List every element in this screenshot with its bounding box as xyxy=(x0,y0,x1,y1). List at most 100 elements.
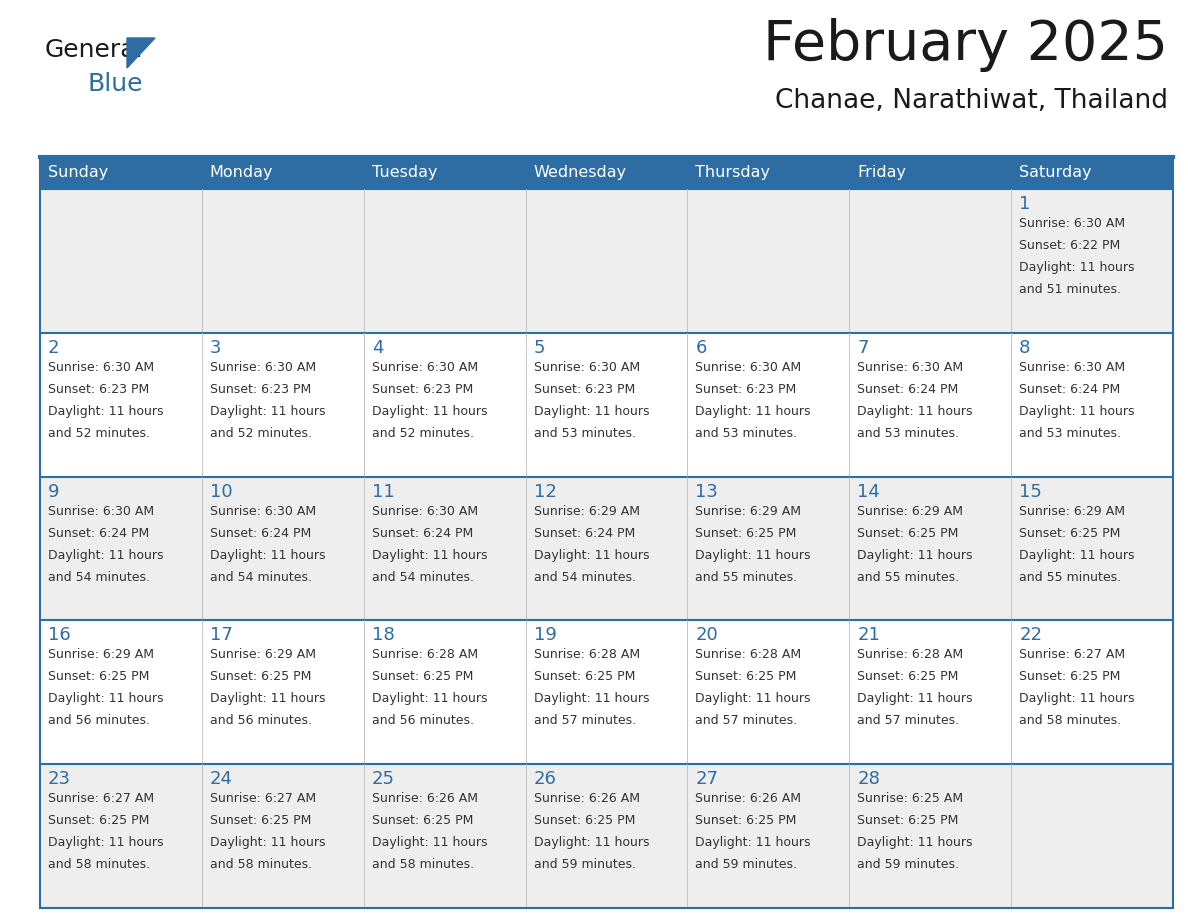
Text: Sunrise: 6:29 AM: Sunrise: 6:29 AM xyxy=(1019,505,1125,518)
Text: Sunrise: 6:26 AM: Sunrise: 6:26 AM xyxy=(533,792,639,805)
Text: Sunrise: 6:28 AM: Sunrise: 6:28 AM xyxy=(372,648,478,661)
Bar xyxy=(40,157,1173,189)
Text: Sunrise: 6:29 AM: Sunrise: 6:29 AM xyxy=(48,648,154,661)
Text: and 56 minutes.: and 56 minutes. xyxy=(210,714,312,727)
Text: Sunrise: 6:30 AM: Sunrise: 6:30 AM xyxy=(48,505,154,518)
Text: Daylight: 11 hours: Daylight: 11 hours xyxy=(210,692,326,705)
Text: Sunset: 6:24 PM: Sunset: 6:24 PM xyxy=(1019,383,1120,396)
Text: Daylight: 11 hours: Daylight: 11 hours xyxy=(695,836,811,849)
Text: Daylight: 11 hours: Daylight: 11 hours xyxy=(858,405,973,418)
Text: Sunset: 6:23 PM: Sunset: 6:23 PM xyxy=(372,383,473,396)
Bar xyxy=(40,189,1173,333)
Text: 2: 2 xyxy=(48,339,59,357)
Text: Sunrise: 6:30 AM: Sunrise: 6:30 AM xyxy=(372,505,478,518)
Text: Daylight: 11 hours: Daylight: 11 hours xyxy=(210,836,326,849)
Text: Daylight: 11 hours: Daylight: 11 hours xyxy=(210,405,326,418)
Text: Daylight: 11 hours: Daylight: 11 hours xyxy=(48,549,164,562)
Text: 4: 4 xyxy=(372,339,384,357)
Text: Tuesday: Tuesday xyxy=(372,165,437,181)
Text: Daylight: 11 hours: Daylight: 11 hours xyxy=(858,549,973,562)
Text: Daylight: 11 hours: Daylight: 11 hours xyxy=(533,692,649,705)
Text: Blue: Blue xyxy=(87,72,143,96)
Text: Wednesday: Wednesday xyxy=(533,165,627,181)
Text: Daylight: 11 hours: Daylight: 11 hours xyxy=(858,692,973,705)
Text: Sunrise: 6:28 AM: Sunrise: 6:28 AM xyxy=(695,648,802,661)
Text: 12: 12 xyxy=(533,483,556,500)
Text: Friday: Friday xyxy=(858,165,906,181)
Text: Sunrise: 6:30 AM: Sunrise: 6:30 AM xyxy=(1019,361,1125,374)
Text: Daylight: 11 hours: Daylight: 11 hours xyxy=(372,836,487,849)
Text: and 58 minutes.: and 58 minutes. xyxy=(1019,714,1121,727)
Text: Sunset: 6:25 PM: Sunset: 6:25 PM xyxy=(695,527,797,540)
Text: Daylight: 11 hours: Daylight: 11 hours xyxy=(1019,405,1135,418)
Text: and 56 minutes.: and 56 minutes. xyxy=(48,714,150,727)
Text: and 54 minutes.: and 54 minutes. xyxy=(48,571,150,584)
Bar xyxy=(40,764,1173,908)
Polygon shape xyxy=(127,38,154,68)
Text: General: General xyxy=(45,38,144,62)
Text: 22: 22 xyxy=(1019,626,1042,644)
Text: 7: 7 xyxy=(858,339,868,357)
Text: 21: 21 xyxy=(858,626,880,644)
Text: Daylight: 11 hours: Daylight: 11 hours xyxy=(533,549,649,562)
Text: and 55 minutes.: and 55 minutes. xyxy=(858,571,960,584)
Text: Sunset: 6:23 PM: Sunset: 6:23 PM xyxy=(695,383,797,396)
Text: Sunrise: 6:30 AM: Sunrise: 6:30 AM xyxy=(210,505,316,518)
Text: 18: 18 xyxy=(372,626,394,644)
Text: and 59 minutes.: and 59 minutes. xyxy=(858,858,959,871)
Text: and 55 minutes.: and 55 minutes. xyxy=(695,571,797,584)
Text: and 58 minutes.: and 58 minutes. xyxy=(48,858,150,871)
Text: Sunset: 6:24 PM: Sunset: 6:24 PM xyxy=(372,527,473,540)
Bar xyxy=(40,621,1173,764)
Text: 3: 3 xyxy=(210,339,221,357)
Text: and 56 minutes.: and 56 minutes. xyxy=(372,714,474,727)
Text: Monday: Monday xyxy=(210,165,273,181)
Text: Chanae, Narathiwat, Thailand: Chanae, Narathiwat, Thailand xyxy=(775,88,1168,114)
Text: Sunrise: 6:29 AM: Sunrise: 6:29 AM xyxy=(210,648,316,661)
Text: Sunset: 6:24 PM: Sunset: 6:24 PM xyxy=(48,527,150,540)
Text: Daylight: 11 hours: Daylight: 11 hours xyxy=(1019,261,1135,274)
Text: Sunset: 6:25 PM: Sunset: 6:25 PM xyxy=(858,814,959,827)
Text: 26: 26 xyxy=(533,770,556,789)
Text: and 55 minutes.: and 55 minutes. xyxy=(1019,571,1121,584)
Text: and 52 minutes.: and 52 minutes. xyxy=(372,427,474,440)
Text: and 54 minutes.: and 54 minutes. xyxy=(372,571,474,584)
Text: Sunset: 6:25 PM: Sunset: 6:25 PM xyxy=(695,814,797,827)
Text: and 53 minutes.: and 53 minutes. xyxy=(533,427,636,440)
Text: 27: 27 xyxy=(695,770,719,789)
Text: and 51 minutes.: and 51 minutes. xyxy=(1019,283,1121,296)
Text: Daylight: 11 hours: Daylight: 11 hours xyxy=(48,405,164,418)
Text: 19: 19 xyxy=(533,626,556,644)
Text: Sunrise: 6:29 AM: Sunrise: 6:29 AM xyxy=(858,505,963,518)
Text: Daylight: 11 hours: Daylight: 11 hours xyxy=(1019,549,1135,562)
Text: 14: 14 xyxy=(858,483,880,500)
Text: 17: 17 xyxy=(210,626,233,644)
Text: Sunset: 6:25 PM: Sunset: 6:25 PM xyxy=(372,814,473,827)
Text: Sunrise: 6:30 AM: Sunrise: 6:30 AM xyxy=(372,361,478,374)
Text: and 57 minutes.: and 57 minutes. xyxy=(533,714,636,727)
Text: Sunset: 6:24 PM: Sunset: 6:24 PM xyxy=(210,527,311,540)
Text: Sunset: 6:25 PM: Sunset: 6:25 PM xyxy=(1019,670,1120,683)
Text: Sunset: 6:25 PM: Sunset: 6:25 PM xyxy=(210,814,311,827)
Text: Sunrise: 6:26 AM: Sunrise: 6:26 AM xyxy=(372,792,478,805)
Text: Sunrise: 6:30 AM: Sunrise: 6:30 AM xyxy=(48,361,154,374)
Text: Sunrise: 6:26 AM: Sunrise: 6:26 AM xyxy=(695,792,802,805)
Text: Sunrise: 6:30 AM: Sunrise: 6:30 AM xyxy=(210,361,316,374)
Text: Sunset: 6:22 PM: Sunset: 6:22 PM xyxy=(1019,239,1120,252)
Text: Sunrise: 6:27 AM: Sunrise: 6:27 AM xyxy=(1019,648,1125,661)
Text: Sunset: 6:24 PM: Sunset: 6:24 PM xyxy=(533,527,634,540)
Text: 13: 13 xyxy=(695,483,719,500)
Text: 23: 23 xyxy=(48,770,71,789)
Text: Daylight: 11 hours: Daylight: 11 hours xyxy=(858,836,973,849)
Text: Sunrise: 6:29 AM: Sunrise: 6:29 AM xyxy=(695,505,802,518)
Text: Sunday: Sunday xyxy=(48,165,108,181)
Text: Daylight: 11 hours: Daylight: 11 hours xyxy=(1019,692,1135,705)
Text: Sunset: 6:25 PM: Sunset: 6:25 PM xyxy=(858,527,959,540)
Text: Daylight: 11 hours: Daylight: 11 hours xyxy=(48,692,164,705)
Text: and 53 minutes.: and 53 minutes. xyxy=(695,427,797,440)
Text: Daylight: 11 hours: Daylight: 11 hours xyxy=(695,692,811,705)
Text: and 59 minutes.: and 59 minutes. xyxy=(533,858,636,871)
Text: Daylight: 11 hours: Daylight: 11 hours xyxy=(533,405,649,418)
Text: Sunrise: 6:30 AM: Sunrise: 6:30 AM xyxy=(695,361,802,374)
Text: Sunrise: 6:27 AM: Sunrise: 6:27 AM xyxy=(48,792,154,805)
